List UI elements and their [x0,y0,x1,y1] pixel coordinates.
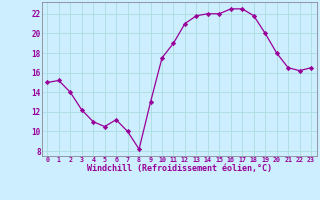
X-axis label: Windchill (Refroidissement éolien,°C): Windchill (Refroidissement éolien,°C) [87,164,272,173]
